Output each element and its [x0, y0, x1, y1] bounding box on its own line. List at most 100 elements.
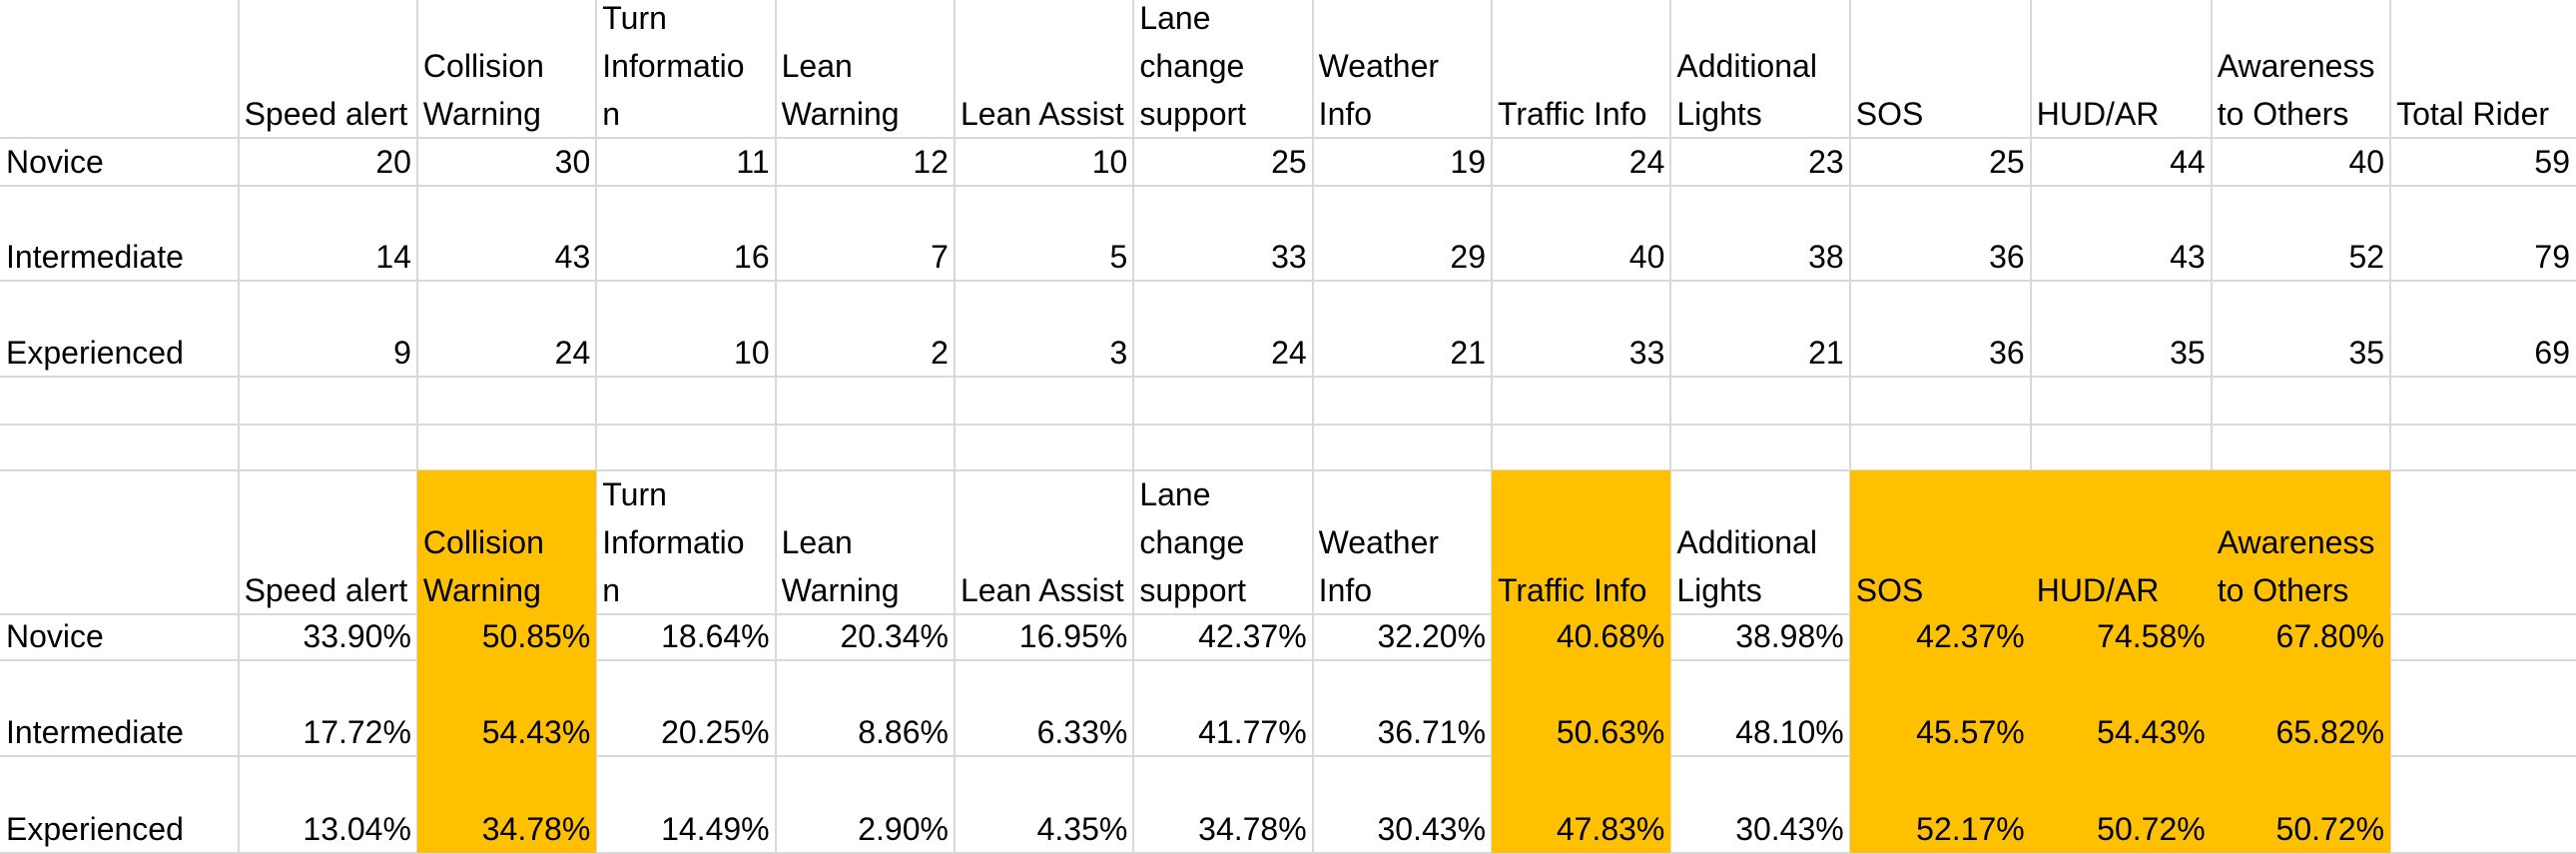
count-cell[interactable]: 43 — [417, 186, 596, 281]
percent-cell[interactable]: 48.10% — [1670, 660, 1849, 755]
count-cell[interactable]: 25 — [1133, 138, 1312, 186]
count-cell[interactable]: 35 — [2031, 281, 2212, 376]
percent-cell[interactable]: 34.78% — [416, 755, 597, 853]
column-header[interactable]: Turn Informatio n — [596, 0, 775, 138]
percent-cell[interactable]: 52.17% — [1849, 755, 2031, 853]
column-header[interactable]: SOS — [1850, 0, 2031, 138]
percent-column-header[interactable]: Lane change support — [1133, 470, 1312, 615]
percent-column-header[interactable]: SOS — [1849, 469, 2031, 615]
percent-cell[interactable]: 33.90% — [239, 614, 417, 660]
percent-cell[interactable]: 42.37% — [1849, 614, 2031, 661]
percent-cell[interactable]: 32.20% — [1313, 614, 1492, 660]
count-cell[interactable]: 3 — [955, 281, 1133, 376]
count-cell[interactable]: 14 — [239, 186, 417, 281]
count-cell[interactable]: 30 — [417, 138, 596, 186]
percent-column-header[interactable]: Awareness to Others — [2211, 469, 2391, 615]
column-header[interactable]: Lean Assist — [955, 0, 1133, 138]
count-cell[interactable]: 25 — [1850, 138, 2031, 186]
percent-column-header[interactable]: Traffic Info — [1492, 469, 1671, 615]
count-cell[interactable]: 36 — [1850, 281, 2031, 376]
percent-cell[interactable]: 50.85% — [416, 614, 597, 661]
count-cell[interactable]: 79 — [2390, 186, 2576, 281]
count-cell[interactable]: 9 — [239, 281, 417, 376]
percent-column-header[interactable]: Lean Assist — [955, 470, 1133, 615]
percent-cell[interactable]: 13.04% — [239, 756, 417, 853]
percent-cell[interactable]: 17.72% — [239, 660, 417, 755]
percent-cell[interactable]: 40.68% — [1492, 614, 1671, 661]
count-cell[interactable]: 33 — [1133, 186, 1312, 281]
percent-cell[interactable]: 67.80% — [2211, 614, 2391, 661]
count-cell[interactable]: 11 — [596, 138, 775, 186]
count-cell[interactable]: 12 — [776, 138, 955, 186]
percent-cell[interactable]: 38.98% — [1670, 614, 1849, 660]
percent-cell[interactable]: 45.57% — [1849, 660, 2031, 756]
column-header[interactable]: Additional Lights — [1670, 0, 1849, 138]
percent-row-label[interactable]: Intermediate — [0, 660, 239, 755]
percent-column-header[interactable]: Lean Warning — [776, 470, 955, 615]
row-label[interactable]: Experienced — [0, 281, 239, 376]
percent-cell[interactable]: 54.43% — [416, 660, 597, 756]
percent-cell[interactable]: 41.77% — [1133, 660, 1312, 755]
percent-row-label[interactable]: Novice — [0, 614, 239, 660]
percent-cell[interactable]: 50.72% — [2030, 755, 2212, 853]
percent-row-label[interactable]: Experienced — [0, 756, 239, 853]
column-header[interactable]: HUD/AR — [2031, 0, 2212, 138]
count-cell[interactable]: 44 — [2031, 138, 2212, 186]
percent-cell[interactable]: 50.63% — [1492, 660, 1671, 756]
count-cell[interactable]: 21 — [1313, 281, 1492, 376]
column-header[interactable]: Total Rider — [2390, 0, 2576, 138]
percent-cell[interactable]: 65.82% — [2211, 660, 2391, 756]
percent-cell[interactable]: 34.78% — [1133, 756, 1312, 853]
percent-cell[interactable]: 6.33% — [955, 660, 1133, 755]
count-cell[interactable]: 40 — [1492, 186, 1670, 281]
percent-column-header[interactable]: Additional Lights — [1670, 470, 1849, 615]
count-cell[interactable]: 21 — [1670, 281, 1849, 376]
count-cell[interactable]: 24 — [1492, 138, 1670, 186]
count-cell[interactable]: 43 — [2031, 186, 2212, 281]
percent-cell[interactable]: 20.34% — [776, 614, 955, 660]
percent-column-header[interactable]: HUD/AR — [2030, 469, 2212, 615]
count-cell[interactable]: 59 — [2390, 138, 2576, 186]
count-cell[interactable]: 52 — [2212, 186, 2390, 281]
column-header[interactable]: Weather Info — [1313, 0, 1492, 138]
count-cell[interactable]: 36 — [1850, 186, 2031, 281]
count-cell[interactable]: 7 — [776, 186, 955, 281]
percent-column-header[interactable]: Collision Warning — [416, 469, 597, 615]
count-cell[interactable]: 5 — [955, 186, 1133, 281]
percent-cell[interactable]: 30.43% — [1670, 756, 1849, 853]
column-header[interactable]: Lane change support — [1133, 0, 1312, 138]
percent-cell[interactable]: 18.64% — [596, 614, 775, 660]
percent-cell[interactable]: 4.35% — [955, 756, 1133, 853]
count-cell[interactable]: 19 — [1313, 138, 1492, 186]
count-cell[interactable]: 33 — [1492, 281, 1670, 376]
percent-cell[interactable]: 8.86% — [776, 660, 955, 755]
count-cell[interactable]: 23 — [1670, 138, 1849, 186]
percent-cell[interactable]: 47.83% — [1492, 755, 1671, 853]
percent-column-header[interactable]: Turn Informatio n — [596, 470, 775, 615]
percent-cell[interactable]: 14.49% — [596, 756, 775, 853]
count-cell[interactable]: 2 — [776, 281, 955, 376]
row-label[interactable]: Novice — [0, 138, 239, 186]
percent-column-header[interactable]: Speed alert — [239, 470, 417, 615]
column-header[interactable]: Traffic Info — [1492, 0, 1670, 138]
column-header[interactable]: Lean Warning — [776, 0, 955, 138]
column-header[interactable]: Collision Warning — [417, 0, 596, 138]
percent-cell[interactable]: 16.95% — [955, 614, 1133, 660]
count-cell[interactable]: 16 — [596, 186, 775, 281]
count-cell[interactable]: 29 — [1313, 186, 1492, 281]
percent-column-header[interactable]: Weather Info — [1313, 470, 1492, 615]
percent-cell[interactable]: 54.43% — [2030, 660, 2212, 756]
percent-cell[interactable]: 30.43% — [1313, 756, 1492, 853]
percent-cell[interactable]: 20.25% — [596, 660, 775, 755]
percent-cell[interactable]: 50.72% — [2211, 755, 2391, 853]
percent-cell[interactable]: 74.58% — [2030, 614, 2212, 661]
count-cell[interactable]: 20 — [239, 138, 417, 186]
column-header[interactable]: Awareness to Others — [2212, 0, 2390, 138]
column-header[interactable]: Speed alert — [239, 0, 417, 138]
row-label[interactable]: Intermediate — [0, 186, 239, 281]
percent-cell[interactable]: 42.37% — [1133, 614, 1312, 660]
count-cell[interactable]: 10 — [955, 138, 1133, 186]
count-cell[interactable]: 69 — [2390, 281, 2576, 376]
count-cell[interactable]: 38 — [1670, 186, 1849, 281]
count-cell[interactable]: 24 — [1133, 281, 1312, 376]
